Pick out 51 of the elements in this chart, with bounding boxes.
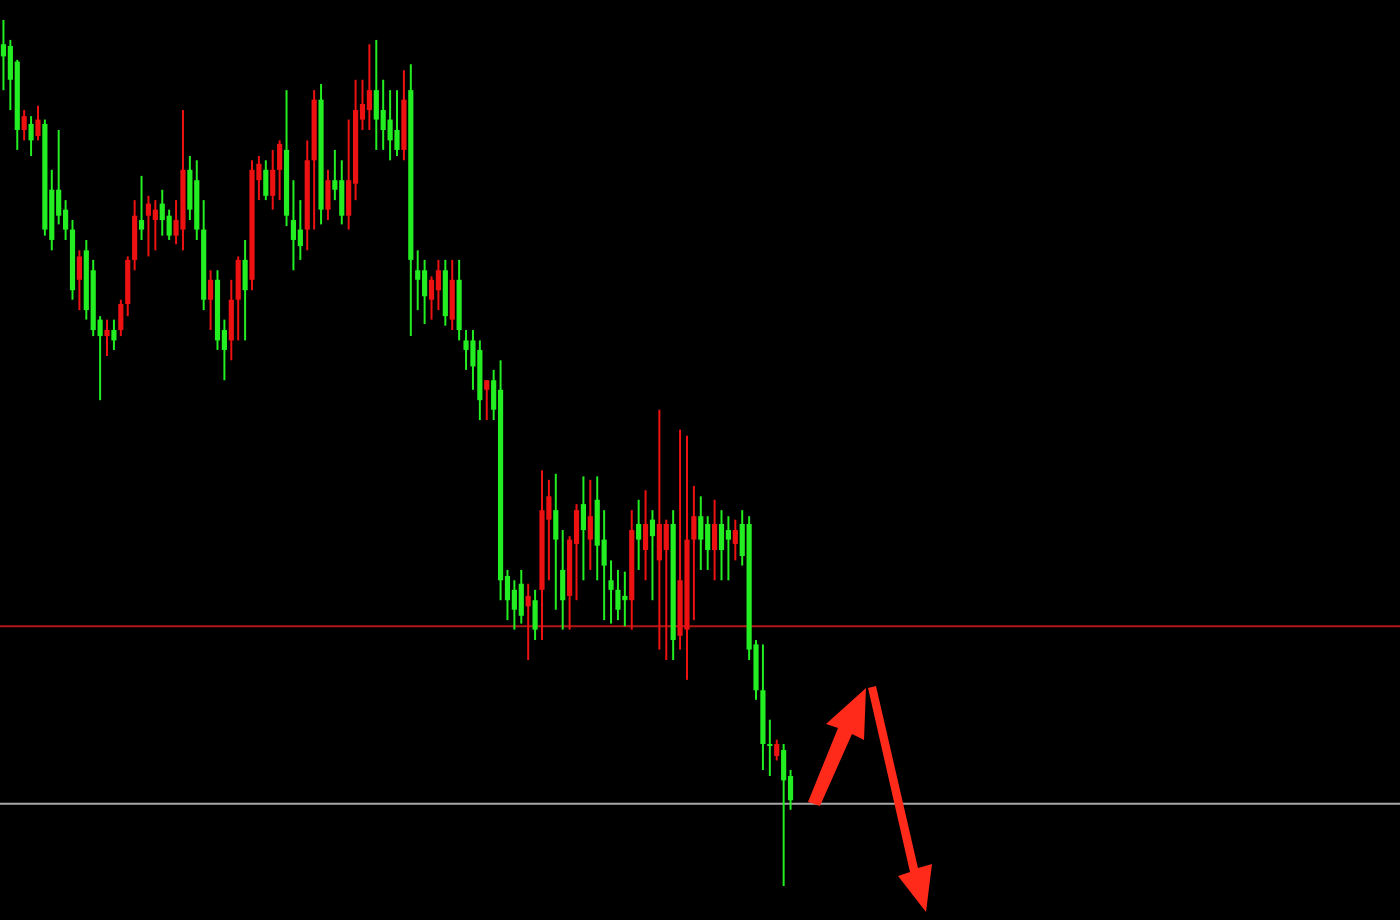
candlestick — [76, 249, 82, 312]
candlestick — [587, 478, 593, 571]
candlestick — [663, 518, 669, 661]
candlestick — [636, 498, 642, 571]
candlestick — [511, 579, 517, 631]
candlestick — [28, 115, 34, 157]
candlestick — [263, 159, 269, 202]
candlestick — [774, 738, 780, 762]
candlestick — [463, 329, 469, 371]
candlestick — [698, 495, 704, 571]
candlestick — [394, 89, 400, 157]
candlestick — [435, 258, 442, 312]
candlestick — [718, 509, 725, 582]
candlestick — [781, 742, 787, 887]
candlestick — [138, 174, 145, 241]
candlestick — [553, 472, 559, 611]
candlestick — [642, 489, 649, 582]
candlestick — [242, 238, 248, 342]
candlestick — [373, 38, 379, 151]
candlestick — [145, 194, 152, 258]
candlestick — [297, 199, 303, 261]
candlestick — [366, 43, 372, 131]
candlestick — [325, 168, 331, 222]
candlestick — [518, 568, 524, 625]
candlestick — [387, 89, 393, 162]
candlestick — [277, 139, 283, 202]
candlestick — [270, 148, 276, 211]
candlestick — [525, 582, 531, 661]
candlestick — [111, 318, 117, 351]
candlestick — [187, 154, 193, 222]
candlestick — [35, 104, 41, 142]
candlestick — [580, 475, 587, 582]
candlestick — [207, 269, 214, 332]
candlestick — [725, 515, 731, 582]
candlestick — [532, 588, 538, 642]
candlestick — [449, 258, 455, 332]
candlestick — [422, 258, 428, 325]
candlestick — [442, 258, 448, 327]
candlestick — [159, 188, 165, 237]
candlestick — [21, 109, 27, 142]
candlestick — [732, 518, 738, 562]
candlestick — [712, 498, 718, 582]
candlestick — [166, 208, 172, 241]
candlestick — [649, 509, 656, 602]
candlestick — [346, 118, 352, 231]
candlestick — [484, 379, 490, 422]
candlestick — [235, 255, 241, 342]
candlestick — [615, 568, 621, 622]
candlestick — [152, 199, 158, 252]
candlestick — [622, 570, 628, 628]
candlestick — [104, 318, 110, 358]
